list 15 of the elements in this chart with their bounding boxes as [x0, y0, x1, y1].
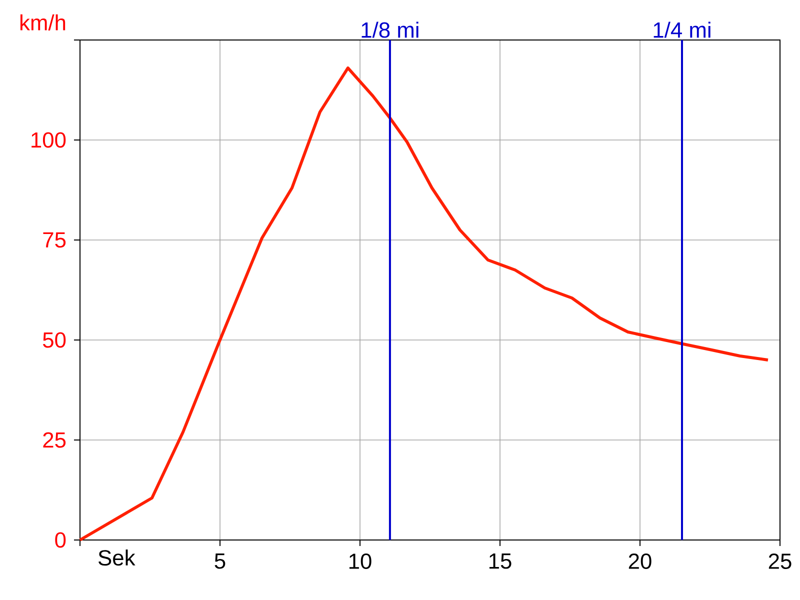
x-tick-label: 10: [349, 553, 372, 570]
x-tick-label: 5: [214, 554, 226, 569]
y-tick-label: 25: [43, 432, 66, 448]
ref-line-label: 1/8 mi: [362, 22, 418, 38]
x-tick-label: 15: [489, 554, 512, 569]
x-tick-label: 20: [628, 553, 652, 570]
y-tick-label: 75: [43, 232, 66, 248]
y-tick-label: 100: [32, 132, 66, 148]
ref-line-label: 1/4 mi: [654, 22, 710, 38]
y-tick-label: 50: [42, 332, 66, 348]
x-axis-title: Sek: [98, 549, 136, 566]
line-series: [78, 66, 770, 542]
y-axis-title: km/h: [20, 14, 66, 30]
y-tick-label: 0: [55, 532, 66, 548]
x-tick-label: 25: [768, 553, 792, 570]
